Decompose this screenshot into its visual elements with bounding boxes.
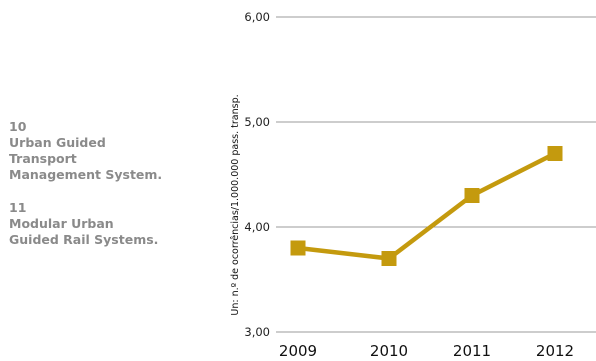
x-tick-label: 2011 [453, 342, 491, 360]
data-point [290, 240, 306, 256]
x-tick-label: 2010 [370, 342, 408, 360]
x-tick-label: 2009 [279, 342, 317, 360]
note-text: Urban Guided Transport Management System… [9, 135, 163, 182]
note-10: 10 Urban Guided Transport Management Sys… [9, 119, 194, 183]
note-number: 11 [9, 200, 27, 215]
notes-panel: 10 Urban Guided Transport Management Sys… [9, 119, 194, 265]
y-tick-label: 4,00 [244, 220, 270, 234]
x-tick-label: 2012 [536, 342, 574, 360]
series-line [297, 151, 557, 261]
note-text: Modular Urban Guided Rail Systems. [9, 216, 159, 247]
note-11: 11 Modular Urban Guided Rail Systems. [9, 200, 194, 248]
y-tick-label: 3,00 [244, 325, 270, 339]
note-number: 10 [9, 119, 27, 134]
data-point [464, 188, 480, 203]
data-point [381, 251, 397, 266]
y-tick-label: 6,00 [244, 10, 270, 24]
y-tick-label: 5,00 [244, 115, 270, 129]
data-point [547, 146, 563, 161]
y-axis-label: Un: n.º de ocorrências/1.000.000 pass. t… [230, 94, 241, 315]
